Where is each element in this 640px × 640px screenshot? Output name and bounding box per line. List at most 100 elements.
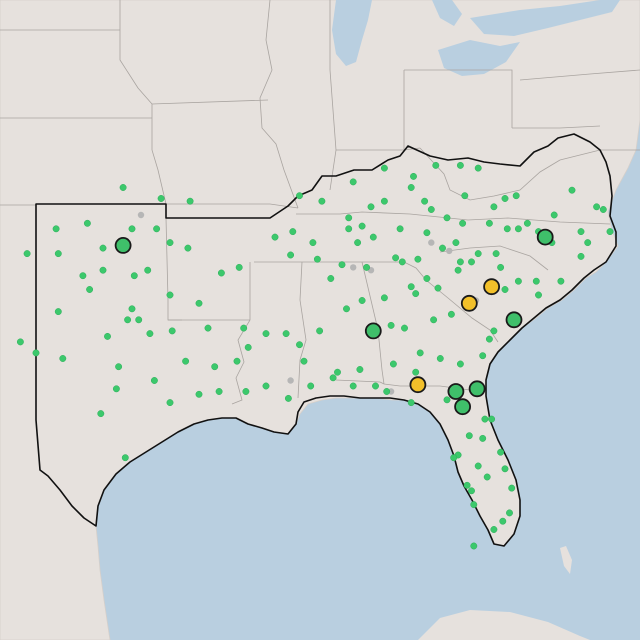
site-dot-117[interactable] [501, 286, 509, 293]
site-dot-17[interactable] [135, 316, 143, 324]
site-dot-12[interactable] [79, 272, 87, 280]
site-dot-112[interactable] [454, 266, 462, 274]
site-dot-105[interactable] [416, 349, 424, 357]
site-dot-107[interactable] [456, 360, 464, 368]
site-dot-22[interactable] [195, 390, 203, 398]
site-dot-103[interactable] [430, 316, 438, 324]
site-dot-49[interactable] [535, 291, 542, 299]
site-dot-156[interactable] [459, 219, 467, 227]
site-dot-56[interactable] [568, 186, 576, 194]
site-dot-121[interactable] [354, 239, 362, 247]
site-dot-78[interactable] [461, 192, 469, 200]
site-dot-145[interactable] [474, 462, 482, 470]
site-dot-126[interactable] [168, 327, 176, 335]
site-dot-130[interactable] [104, 332, 111, 340]
site-dot-68[interactable] [345, 214, 353, 222]
map-marker-ga-augusta[interactable] [460, 294, 478, 312]
site-dot-54[interactable] [606, 228, 614, 236]
site-dot-153[interactable] [407, 283, 415, 291]
site-dot-108[interactable] [479, 352, 487, 360]
site-dot-74[interactable] [456, 161, 464, 169]
map-marker-fl-tallahassee[interactable] [409, 376, 427, 394]
map-marker-sc-charleston[interactable] [505, 311, 523, 329]
site-dot-21[interactable] [166, 399, 174, 407]
site-dot-161[interactable] [523, 219, 531, 227]
site-dot-40[interactable] [468, 487, 475, 495]
site-dot-132[interactable] [32, 349, 40, 357]
site-dot-8[interactable] [184, 244, 192, 252]
site-dot-23[interactable] [215, 388, 223, 395]
site-dot-65[interactable] [414, 255, 422, 263]
site-dot-47[interactable] [490, 327, 498, 335]
site-dot-81[interactable] [367, 203, 375, 211]
site-dot-73[interactable] [432, 161, 440, 169]
site-dot-28[interactable] [329, 374, 337, 382]
site-dot-26[interactable] [284, 394, 292, 402]
site-dot-138[interactable] [233, 357, 241, 365]
site-dot-90[interactable] [240, 324, 248, 332]
site-dot-71[interactable] [380, 164, 388, 172]
site-dot-131[interactable] [16, 338, 24, 346]
site-dot-55[interactable] [593, 203, 601, 211]
map-marker-nc-raleigh[interactable] [536, 228, 554, 246]
site-dot-2[interactable] [52, 225, 60, 233]
map-marker-ok-city[interactable] [114, 236, 132, 254]
site-dot-93[interactable] [300, 357, 308, 365]
site-dot-92[interactable] [282, 330, 290, 338]
site-dot-77[interactable] [501, 195, 509, 202]
site-dot-14[interactable] [23, 250, 31, 258]
site-dot-114[interactable] [456, 258, 464, 266]
site-dot-134[interactable] [86, 286, 94, 293]
site-dot-160[interactable] [599, 206, 607, 213]
site-dot-0[interactable] [119, 184, 127, 191]
site-dot-140[interactable] [296, 341, 303, 349]
site-dot-70[interactable] [296, 192, 303, 200]
site-dot-116[interactable] [514, 277, 522, 285]
site-dot-162[interactable] [490, 203, 498, 211]
site-dot-24[interactable] [242, 388, 250, 395]
site-dot-60[interactable] [503, 225, 511, 233]
site-dot-83[interactable] [287, 251, 295, 259]
site-dot-142[interactable] [412, 368, 420, 376]
site-dot-4[interactable] [99, 244, 107, 252]
map-marker-fl-jacksonville[interactable] [468, 380, 486, 398]
site-dot-61[interactable] [492, 250, 500, 258]
site-dot-44[interactable] [488, 415, 496, 423]
site-dot-6[interactable] [153, 225, 161, 233]
site-dot-96[interactable] [358, 297, 366, 304]
site-dot-72[interactable] [410, 172, 417, 180]
site-dot-67[interactable] [358, 222, 366, 230]
site-dot-113[interactable] [468, 258, 475, 266]
site-dot-16[interactable] [124, 316, 132, 324]
site-dot-149[interactable] [470, 542, 478, 550]
site-dot-87[interactable] [217, 269, 225, 277]
site-dot-128[interactable] [150, 377, 158, 384]
site-dot-10[interactable] [130, 272, 138, 280]
site-dot-159[interactable] [577, 228, 585, 236]
site-dot-127[interactable] [182, 357, 190, 365]
site-dot-53[interactable] [584, 239, 592, 247]
site-dot-136[interactable] [128, 305, 136, 313]
site-dot-11[interactable] [99, 266, 107, 274]
site-dot-66[interactable] [392, 254, 400, 262]
site-dot-84[interactable] [309, 239, 317, 247]
map-marker-sc-columbia[interactable] [483, 278, 501, 296]
site-dot-124[interactable] [186, 197, 194, 205]
site-dot-151[interactable] [447, 310, 455, 318]
site-dot-106[interactable] [436, 355, 444, 362]
site-dot-110[interactable] [356, 366, 364, 373]
site-dot-152[interactable] [423, 275, 431, 282]
site-dot-111[interactable] [334, 368, 341, 376]
site-dot-37[interactable] [508, 484, 516, 492]
site-dot-104[interactable] [401, 324, 408, 332]
site-dot-135[interactable] [166, 291, 174, 299]
site-dot-98[interactable] [363, 263, 371, 271]
site-dot-100[interactable] [327, 275, 335, 282]
site-dot-91[interactable] [262, 330, 270, 338]
site-dot-57[interactable] [550, 211, 558, 219]
site-dot-19[interactable] [97, 410, 105, 418]
site-dot-9[interactable] [144, 266, 152, 274]
site-dot-33[interactable] [407, 399, 415, 407]
site-dot-35[interactable] [479, 434, 487, 442]
